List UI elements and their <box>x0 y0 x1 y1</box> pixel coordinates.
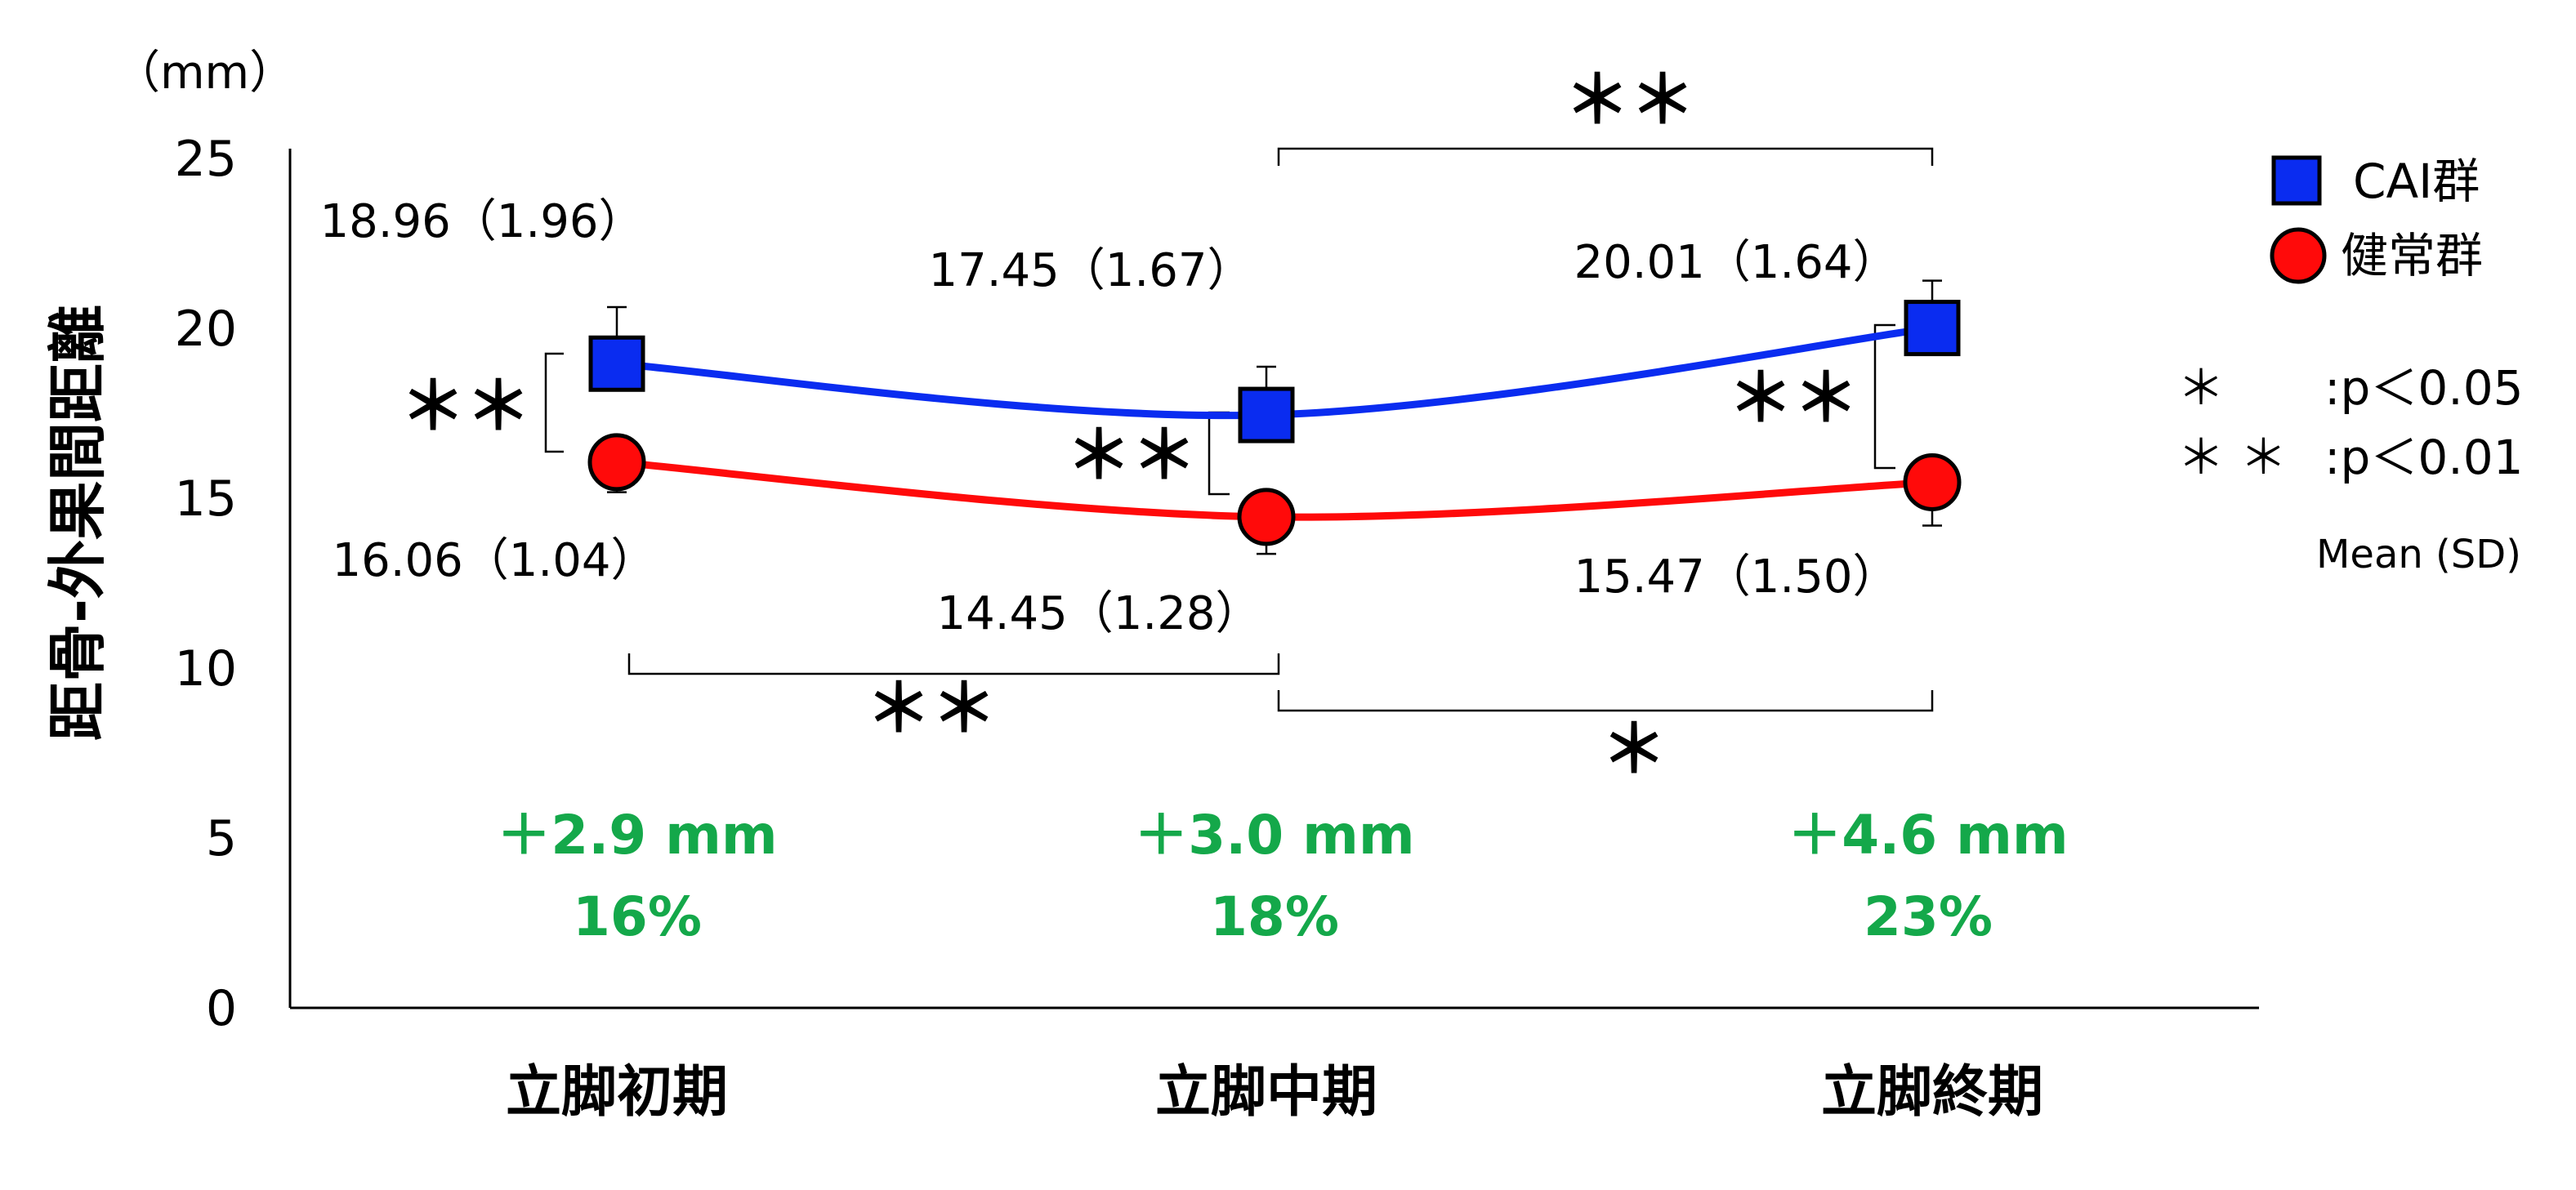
label-healthy-late: 15.47（1.50） <box>1574 550 1898 604</box>
legend-label-healthy: 健常群 <box>2341 228 2483 283</box>
note-p05-stars: ＊ <box>2177 360 2225 416</box>
label-healthy-early: 16.06（1.04） <box>332 534 656 587</box>
diff-pct-late: 23% <box>1864 885 1993 948</box>
bracket-within-mid <box>1208 411 1230 496</box>
diff-mm-early: ＋2.9 mm <box>497 804 777 867</box>
note-p05-text: :p＜0.05 <box>2324 360 2524 416</box>
y-axis-unit: （mm） <box>114 47 295 100</box>
data-point-cai <box>1904 300 1961 357</box>
y-tick-label: 5 <box>206 810 237 867</box>
bracket-within-late <box>1873 323 1895 470</box>
diff-pct-early: 16% <box>573 885 702 948</box>
data-point-cai <box>588 335 645 392</box>
x-category-label: 立脚初期 <box>506 1060 728 1125</box>
x-category-label: 立脚中期 <box>1155 1060 1377 1125</box>
y-tick-label: 10 <box>175 640 237 698</box>
sig-healthy-mid-late: ＊ <box>1601 711 1667 787</box>
x-category-label: 立脚終期 <box>1821 1060 2043 1125</box>
y-tick-label: 0 <box>206 980 237 1037</box>
data-point-healthy <box>587 433 646 492</box>
data-point-healthy <box>1903 452 1962 511</box>
y-axis-title: 距骨-外果間距離 <box>43 305 112 741</box>
y-tick-label: 25 <box>175 131 237 188</box>
note-p01-stars: ＊ ＊ <box>2177 430 2287 485</box>
data-point-cai <box>1238 386 1295 443</box>
bracket-cai-mid-late <box>1277 147 1934 166</box>
diff-mm-late: ＋4.6 mm <box>1788 804 2068 867</box>
sig-within-late: ＊＊ <box>1728 360 1859 436</box>
legend-marker-healthy <box>2270 227 2327 284</box>
bracket-healthy-mid-late <box>1277 690 1934 712</box>
sig-healthy-early-mid: ＊＊ <box>866 671 997 747</box>
label-cai-early: 18.96（1.96） <box>319 195 644 248</box>
label-cai-late: 20.01（1.64） <box>1574 236 1898 289</box>
note-p01-text: :p＜0.01 <box>2324 430 2524 485</box>
diff-mm-mid: ＋3.0 mm <box>1134 804 1414 867</box>
legend-marker-cai <box>2271 155 2322 206</box>
diff-pct-mid: 18% <box>1210 885 1339 948</box>
y-tick-label: 20 <box>175 301 237 358</box>
label-cai-mid: 17.45（1.67） <box>928 244 1252 297</box>
legend: CAI群 健常群 <box>2270 154 2483 284</box>
note-mean-sd: Mean (SD) <box>2316 532 2521 577</box>
sig-within-early: ＊＊ <box>400 368 531 444</box>
bracket-within-early <box>544 352 564 453</box>
label-healthy-mid: 14.45（1.28） <box>936 587 1261 640</box>
sig-within-mid: ＊＊ <box>1066 417 1197 493</box>
bracket-healthy-early-mid <box>627 653 1280 675</box>
data-point-healthy <box>1237 488 1296 546</box>
sig-cai-mid-late: ＊＊ <box>1565 62 1695 138</box>
y-tick-label: 15 <box>175 470 237 528</box>
legend-label-cai: CAI群 <box>2353 154 2480 209</box>
